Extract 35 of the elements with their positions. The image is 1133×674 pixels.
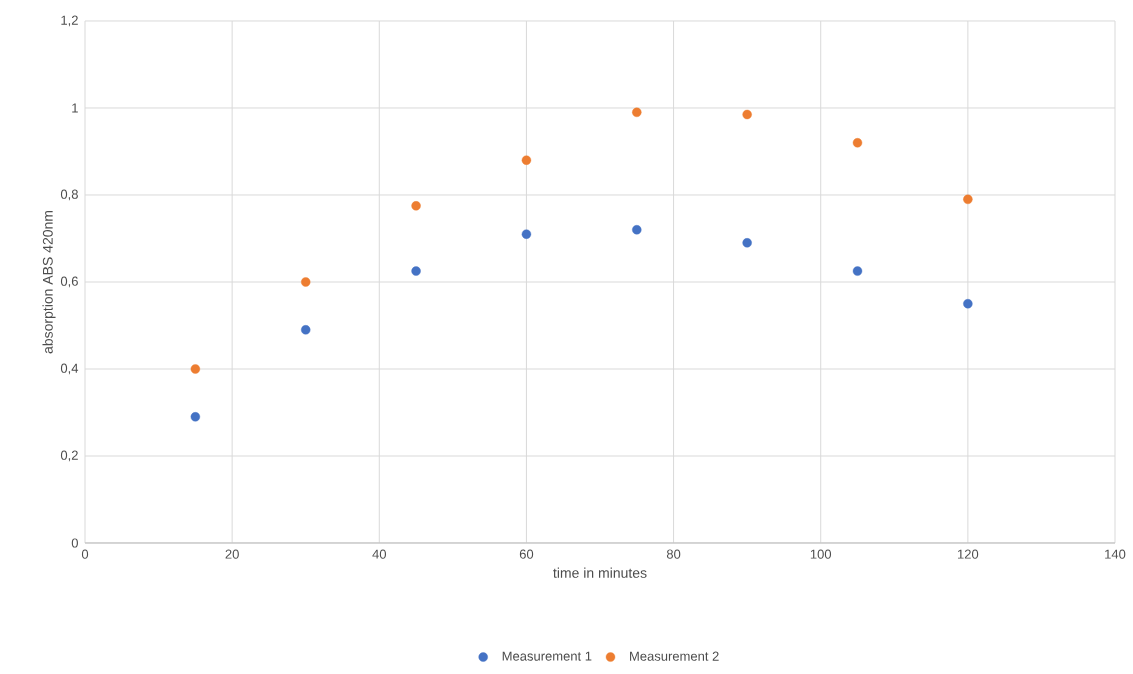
point	[963, 299, 973, 309]
y-tick-label: 0,6	[60, 276, 78, 288]
y-tick-label: 0,8	[60, 189, 78, 201]
x-tick-label: 0	[81, 549, 89, 559]
point	[411, 266, 421, 276]
x-tick-label: 40	[372, 549, 387, 559]
point	[742, 109, 752, 120]
point	[190, 364, 201, 374]
point	[632, 107, 642, 118]
x-tick-label: 100	[810, 549, 832, 559]
point	[521, 229, 532, 239]
x-tick-label: 80	[666, 549, 681, 559]
point	[852, 266, 863, 276]
point	[963, 194, 973, 205]
y-tick-label: 0,2	[60, 450, 78, 462]
point	[852, 138, 863, 148]
point	[301, 277, 311, 287]
y-tick-label: 1	[72, 103, 78, 113]
point	[411, 201, 421, 211]
point	[190, 412, 201, 422]
y-tick-label: 0	[71, 538, 78, 548]
y-axis-title: absorption ABS 420nm	[42, 210, 56, 354]
x-tick-label: 140	[1105, 549, 1126, 559]
point	[742, 238, 752, 248]
point	[632, 225, 642, 235]
x-axis-title: time in minutes	[553, 567, 647, 578]
point	[301, 325, 311, 335]
legend-label: Measurement 1	[502, 651, 592, 661]
x-tick-label: 120	[958, 549, 979, 559]
legend-label: Measurement 2	[630, 651, 719, 661]
x-tick-label: 60	[519, 549, 534, 559]
point	[521, 155, 532, 165]
y-tick-label: 1,2	[61, 15, 78, 27]
x-tick-label: 20	[225, 549, 239, 559]
y-tick-label: 0,4	[60, 363, 79, 375]
